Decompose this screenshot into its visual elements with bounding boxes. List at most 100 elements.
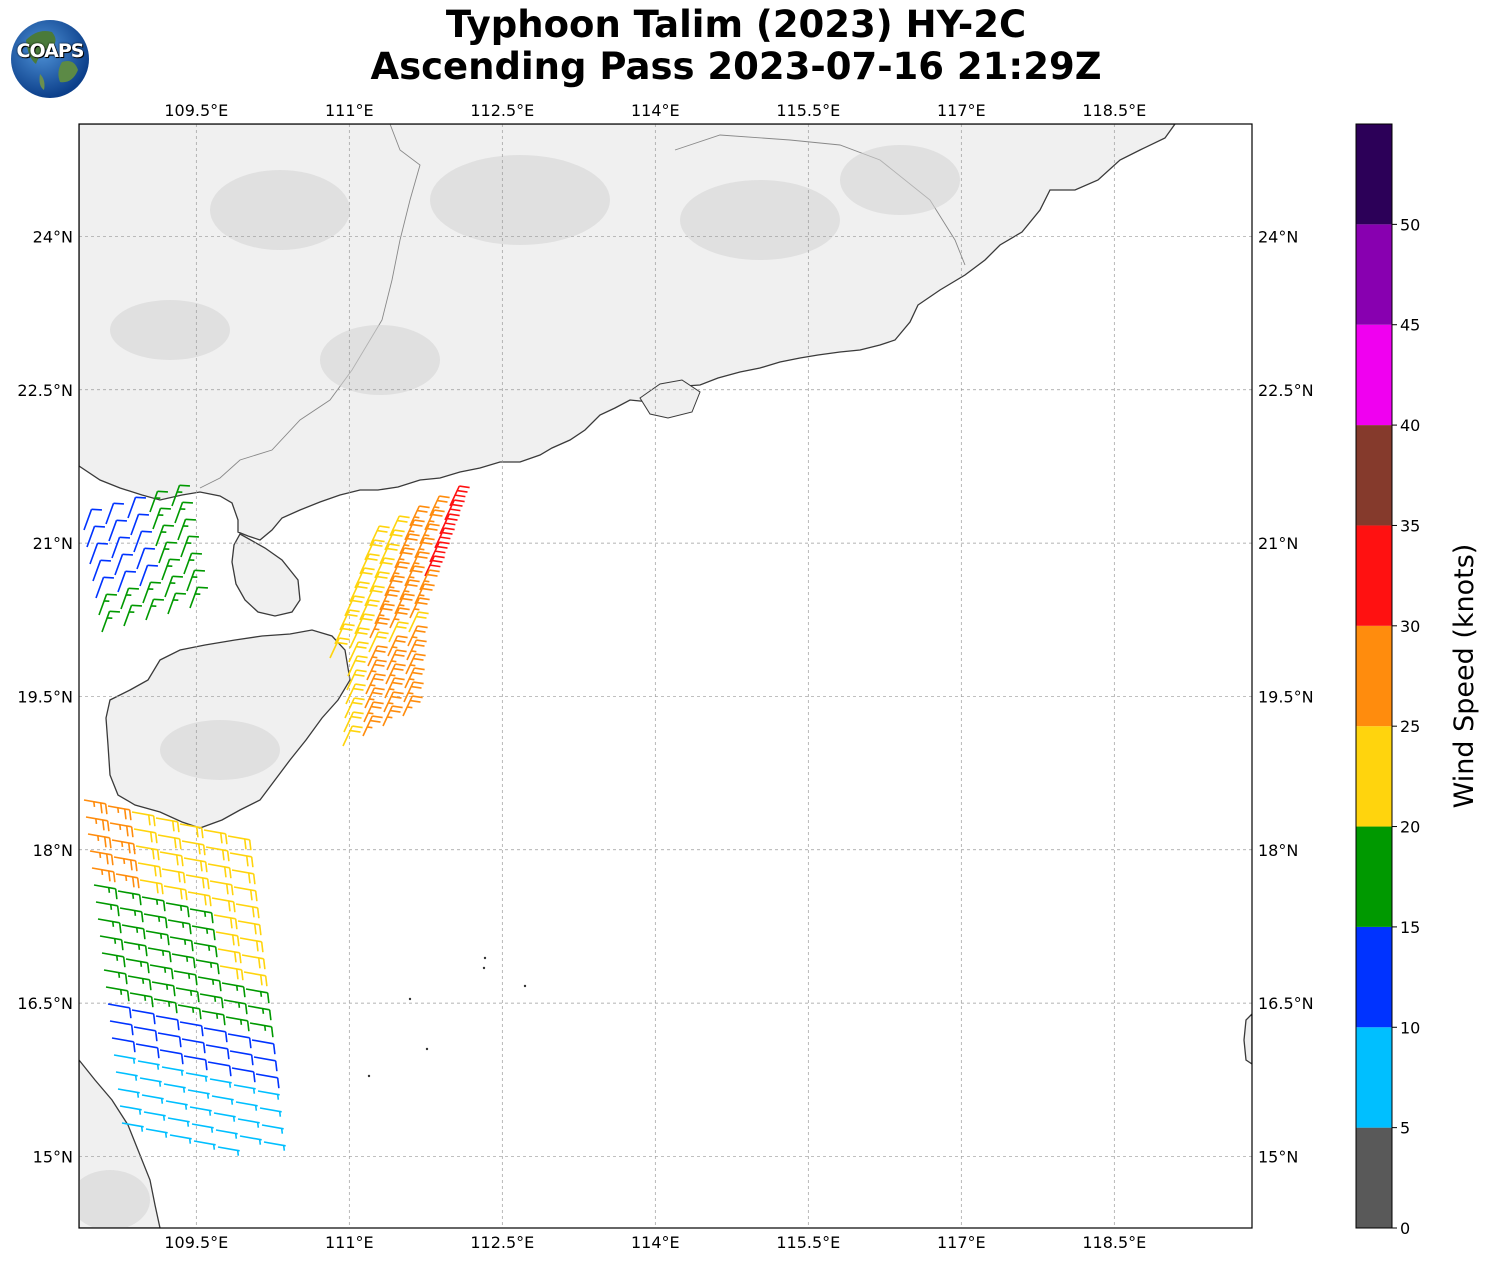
wind-barb bbox=[189, 1106, 212, 1116]
wind-barb bbox=[165, 902, 190, 918]
wind-barb bbox=[243, 971, 268, 987]
wind-barb bbox=[388, 621, 409, 643]
wind-barb bbox=[215, 1129, 238, 1139]
wind-barb bbox=[141, 1094, 164, 1104]
wind-barb bbox=[179, 1021, 204, 1037]
lon-tick-label-bottom: 112.5°E bbox=[470, 1233, 534, 1252]
wind-barb bbox=[233, 1084, 256, 1094]
wind-barb bbox=[183, 857, 208, 873]
wind-barb bbox=[167, 919, 192, 935]
wind-barb bbox=[185, 874, 210, 890]
wind-barb bbox=[181, 840, 206, 856]
wind-barb bbox=[135, 1043, 160, 1059]
wind-barb bbox=[205, 1044, 230, 1060]
wind-barb bbox=[142, 581, 161, 604]
wind-barb bbox=[117, 890, 142, 906]
wind-barb bbox=[203, 829, 228, 845]
wind-barb bbox=[195, 959, 220, 975]
wind-barb bbox=[161, 558, 180, 581]
wind-barb bbox=[155, 817, 180, 833]
wind-barb bbox=[117, 1088, 140, 1098]
wind-barb bbox=[399, 579, 420, 601]
wind-barb bbox=[379, 589, 400, 611]
wind-barb bbox=[133, 530, 152, 553]
wind-barb bbox=[263, 1141, 286, 1151]
taiwan-tip bbox=[1243, 1013, 1252, 1065]
wind-barb bbox=[237, 1118, 260, 1128]
wind-barb bbox=[245, 988, 270, 1004]
wind-barb bbox=[383, 691, 404, 713]
wind-barb bbox=[114, 553, 133, 576]
wind-barb bbox=[163, 885, 188, 901]
colorbar-tick-label: 10 bbox=[1400, 1018, 1420, 1037]
colorbar-segment bbox=[1356, 124, 1392, 225]
wind-barb bbox=[123, 941, 148, 957]
wind-barb bbox=[87, 833, 112, 849]
wind-barb bbox=[113, 856, 138, 872]
wind-barb bbox=[117, 570, 136, 593]
wind-barb bbox=[342, 725, 363, 747]
colorbar-tick-label: 35 bbox=[1400, 516, 1420, 535]
lon-tick-label-top: 117°E bbox=[937, 101, 986, 120]
wind-barb bbox=[95, 901, 120, 917]
wind-barb bbox=[203, 1027, 228, 1043]
wind-barb bbox=[366, 659, 387, 681]
wind-barb bbox=[86, 525, 105, 548]
wind-barb bbox=[213, 914, 238, 930]
wind-barb bbox=[95, 576, 114, 599]
wind-barb bbox=[394, 547, 415, 569]
wind-barb bbox=[354, 567, 375, 589]
wind-barb bbox=[179, 823, 204, 839]
wind-barb bbox=[164, 575, 183, 598]
wind-barb bbox=[229, 1050, 254, 1066]
wind-barb bbox=[99, 935, 124, 951]
wind-barb bbox=[343, 711, 364, 733]
wind-barb bbox=[382, 705, 403, 727]
wind-barb bbox=[349, 581, 370, 603]
wind-barb bbox=[211, 1095, 234, 1105]
wind-barb bbox=[193, 942, 218, 958]
small-islands bbox=[367, 956, 527, 1078]
wind-barb bbox=[367, 645, 388, 667]
wind-barb bbox=[434, 527, 455, 549]
wind-barb-layer bbox=[83, 484, 470, 1156]
colorbar-segment bbox=[1356, 1127, 1392, 1228]
wind-barb bbox=[429, 541, 450, 563]
wind-barb bbox=[101, 952, 126, 968]
wind-barb bbox=[449, 485, 470, 507]
wind-barb bbox=[237, 920, 262, 936]
terrain-shading bbox=[79, 145, 960, 1228]
wind-barb bbox=[108, 519, 127, 542]
wind-barb bbox=[219, 965, 244, 981]
wind-barb bbox=[183, 1055, 208, 1071]
wind-barb bbox=[169, 936, 194, 952]
wind-barb bbox=[406, 639, 427, 661]
wind-barb bbox=[187, 891, 212, 907]
wind-barb bbox=[89, 542, 108, 565]
wind-barb bbox=[183, 552, 202, 575]
wind-barb bbox=[157, 1032, 182, 1048]
wind-barb bbox=[175, 987, 200, 1003]
wind-barb bbox=[359, 553, 380, 575]
wind-barb bbox=[354, 613, 375, 635]
wind-barb bbox=[137, 1060, 160, 1070]
wind-barb bbox=[167, 1117, 190, 1127]
lat-tick-label-left: 15°N bbox=[33, 1147, 73, 1166]
lon-tick-label-top: 111°E bbox=[325, 101, 374, 120]
lat-tick-label-right: 15°N bbox=[1258, 1147, 1298, 1166]
wind-barb bbox=[149, 964, 174, 980]
colorbar-tick-label: 20 bbox=[1400, 818, 1420, 837]
wind-barb bbox=[257, 1090, 280, 1100]
wind-barb bbox=[404, 667, 425, 689]
wind-barb bbox=[127, 496, 146, 519]
province-border-2 bbox=[674, 134, 966, 266]
wind-barb bbox=[209, 880, 234, 896]
wind-barb bbox=[152, 507, 171, 530]
wind-barb bbox=[369, 525, 390, 547]
wind-barb bbox=[399, 533, 420, 555]
wind-barb bbox=[368, 631, 389, 653]
wind-barb bbox=[119, 907, 144, 923]
wind-barb bbox=[369, 571, 390, 593]
wind-barb bbox=[197, 976, 222, 992]
wind-barb bbox=[364, 585, 385, 607]
